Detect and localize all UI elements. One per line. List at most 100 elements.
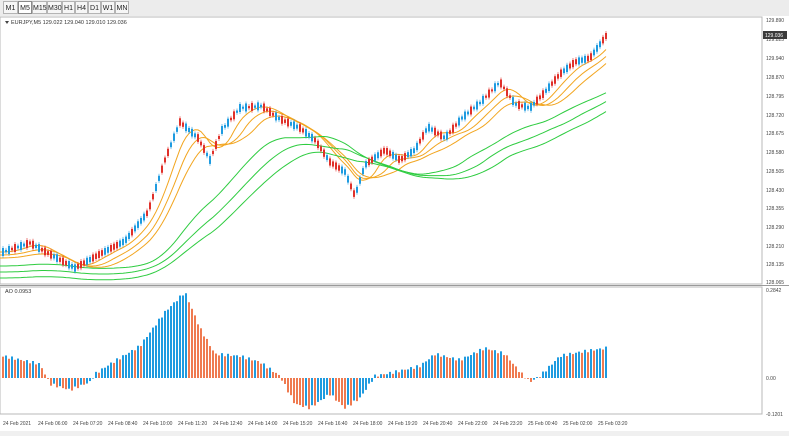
candle <box>578 57 580 64</box>
ao-bar <box>14 360 16 378</box>
ao-bar <box>410 367 412 378</box>
ao-bar <box>170 306 172 378</box>
ao-bar <box>173 302 175 378</box>
timeframe-button-m30[interactable]: M30 <box>47 1 62 14</box>
timeframe-button-m15[interactable]: M15 <box>32 1 47 14</box>
candle <box>383 148 385 154</box>
price-chart-canvas[interactable]: EURJPY,M5 129.022 129.040 129.010 129.03… <box>0 16 789 431</box>
candle <box>428 124 430 132</box>
ao-bar <box>512 364 514 378</box>
candle <box>305 129 307 137</box>
timeframe-button-h1[interactable]: H1 <box>62 1 75 14</box>
indicator-label: AO 0.0953 <box>5 289 31 295</box>
timeframe-button-h4[interactable]: H4 <box>75 1 88 14</box>
candle <box>17 246 19 249</box>
candle <box>125 237 127 243</box>
ao-bar <box>527 378 529 379</box>
timeframe-button-d1[interactable]: D1 <box>88 1 101 14</box>
candle <box>164 158 166 163</box>
candle <box>485 96 487 98</box>
chart-menu-triangle-icon[interactable] <box>5 21 9 24</box>
ao-bar <box>428 359 430 378</box>
chart-window[interactable]: EURJPY,M5 129.022 129.040 129.010 129.03… <box>0 16 789 431</box>
ao-bar <box>20 360 22 378</box>
timeframe-button-m5[interactable]: M5 <box>18 1 32 14</box>
candle <box>380 150 382 157</box>
candle <box>53 254 55 258</box>
ao-bar <box>350 378 352 405</box>
candle <box>290 122 292 126</box>
candle <box>323 150 325 157</box>
ao-bar <box>557 357 559 378</box>
ao-bar <box>413 369 415 378</box>
candle <box>68 261 70 268</box>
ao-bar <box>188 302 190 378</box>
candle <box>554 76 556 84</box>
candle <box>338 165 340 170</box>
ao-bar <box>443 355 445 378</box>
candle <box>29 241 31 244</box>
ao-bar <box>476 353 478 378</box>
ao-bar <box>353 378 355 401</box>
candle <box>548 83 550 91</box>
ao-bar <box>86 378 88 384</box>
ao-bar <box>338 378 340 402</box>
ao-bar <box>5 355 7 378</box>
ao-bar <box>419 367 421 378</box>
candle <box>230 118 232 121</box>
candle <box>140 218 142 224</box>
candle <box>284 119 286 123</box>
ma-fast-line <box>0 50 606 265</box>
candle <box>173 134 175 141</box>
candle <box>128 233 130 239</box>
candle <box>590 53 592 60</box>
ao-bar <box>233 355 235 378</box>
ao-bar <box>206 339 208 378</box>
candle <box>278 117 280 120</box>
candle <box>188 128 190 132</box>
ao-bar <box>218 355 220 378</box>
candle <box>38 244 40 252</box>
ao-bar <box>8 359 10 378</box>
ma-fast-line <box>0 57 606 267</box>
ao-bar <box>401 370 403 378</box>
time-axis: 24 Feb 2021 24 Feb 06:00 24 Feb 07:20 24… <box>3 421 628 427</box>
ao-bar <box>293 378 295 403</box>
candle <box>275 113 277 121</box>
ao-bar <box>341 378 343 405</box>
ao-bar <box>17 359 19 378</box>
ao-bar <box>422 363 424 378</box>
ao-bar <box>281 378 283 381</box>
timeframe-button-w1[interactable]: W1 <box>101 1 115 14</box>
candle <box>143 214 145 221</box>
candle <box>206 153 208 156</box>
candle <box>149 202 151 209</box>
candle <box>11 248 13 250</box>
candle <box>365 161 367 167</box>
candle <box>401 156 403 161</box>
ma-slow-line <box>0 93 606 269</box>
ao-bar <box>347 378 349 405</box>
ao-bar <box>194 315 196 378</box>
candle <box>2 248 4 256</box>
candle <box>422 132 424 139</box>
candle <box>254 105 256 107</box>
price-label: 128.870 <box>766 75 784 81</box>
timeframe-button-mn[interactable]: MN <box>115 1 129 14</box>
ao-bar <box>89 378 91 381</box>
ao-bar <box>158 319 160 378</box>
ao-bar <box>545 371 547 378</box>
ao-bar <box>263 363 265 378</box>
ao-bar <box>398 372 400 378</box>
ao-bar <box>296 378 298 404</box>
price-label: 128.675 <box>766 131 784 137</box>
candle <box>341 167 343 174</box>
time-label: 25 Feb 02:00 <box>563 421 593 427</box>
ao-bar <box>35 364 37 378</box>
candle <box>320 146 322 151</box>
candle <box>221 126 223 134</box>
ao-bar <box>425 361 427 378</box>
candle <box>296 125 298 129</box>
ao-bar <box>509 360 511 378</box>
timeframe-button-m1[interactable]: M1 <box>3 1 18 14</box>
